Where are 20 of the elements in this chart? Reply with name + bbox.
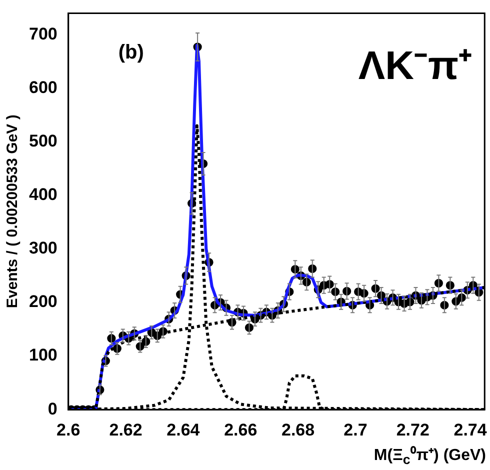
x-tick-label: 2.72 bbox=[396, 420, 430, 440]
y-tick-label: 100 bbox=[28, 346, 58, 365]
y-tick-label: 500 bbox=[28, 131, 58, 150]
annotation: (b) bbox=[118, 42, 144, 64]
y-tick-label: 600 bbox=[28, 78, 58, 97]
y-tick-label: 0 bbox=[48, 399, 58, 418]
x-tick-label: 2.68 bbox=[281, 420, 315, 440]
y-axis-title: Events / ( 0.00200533 GeV ) bbox=[4, 114, 22, 308]
x-tick-label: 2.66 bbox=[224, 420, 258, 440]
x-tick-label: 2.62 bbox=[109, 420, 142, 440]
annotation: ΛK⁻π⁺ bbox=[358, 44, 473, 88]
y-tick-label: 700 bbox=[28, 24, 58, 44]
x-axis-title: M(Ξ$_{c}$⁰π⁺) (GeV) bbox=[374, 445, 486, 468]
x-tick-label: 2.6 bbox=[56, 420, 80, 440]
y-tick-label: 400 bbox=[28, 185, 58, 204]
x-tick-label: 2.74 bbox=[454, 420, 488, 440]
y-tick-label: 300 bbox=[28, 238, 58, 258]
x-tick-label: 2.7 bbox=[344, 420, 368, 440]
y-tick-label: 200 bbox=[28, 292, 58, 312]
x-tick-label: 2.64 bbox=[166, 420, 200, 440]
